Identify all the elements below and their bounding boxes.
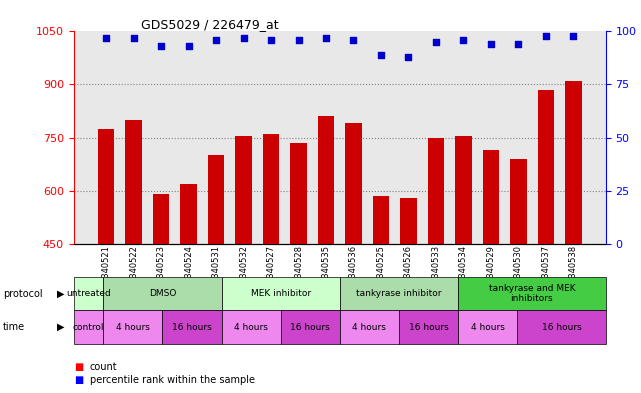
Bar	[538, 90, 554, 244]
Text: ■: ■	[74, 375, 83, 386]
Text: 16 hours: 16 hours	[542, 323, 581, 332]
Bar	[455, 136, 472, 244]
Point	[513, 41, 524, 47]
Point	[458, 37, 469, 43]
Bar	[372, 196, 389, 244]
Text: 4 hours: 4 hours	[353, 323, 387, 332]
Point	[431, 39, 441, 45]
Point	[321, 35, 331, 41]
Bar	[318, 116, 334, 244]
Point	[211, 37, 221, 43]
Text: ▶: ▶	[57, 322, 65, 332]
Point	[238, 35, 249, 41]
Text: 4 hours: 4 hours	[234, 323, 268, 332]
Point	[348, 37, 358, 43]
Text: untreated: untreated	[66, 289, 111, 298]
Point	[128, 35, 138, 41]
Point	[294, 37, 304, 43]
Bar	[208, 155, 224, 244]
Point	[156, 43, 166, 50]
Bar	[180, 184, 197, 244]
Text: 4 hours: 4 hours	[470, 323, 504, 332]
Text: percentile rank within the sample: percentile rank within the sample	[90, 375, 254, 386]
Bar	[483, 150, 499, 244]
Bar	[400, 198, 417, 244]
Text: 16 hours: 16 hours	[172, 323, 212, 332]
Text: tankyrase and MEK
inhibitors: tankyrase and MEK inhibitors	[488, 284, 575, 303]
Point	[568, 33, 578, 39]
Text: 16 hours: 16 hours	[408, 323, 448, 332]
Point	[376, 51, 386, 58]
Bar	[345, 123, 362, 244]
Text: control: control	[72, 323, 104, 332]
Bar	[235, 136, 252, 244]
Point	[486, 41, 496, 47]
Bar	[290, 143, 307, 244]
Text: ■: ■	[74, 362, 83, 373]
Point	[266, 37, 276, 43]
Text: count: count	[90, 362, 117, 373]
Text: GDS5029 / 226479_at: GDS5029 / 226479_at	[141, 18, 279, 31]
Bar	[263, 134, 279, 244]
Point	[183, 43, 194, 50]
Point	[101, 35, 112, 41]
Text: 4 hours: 4 hours	[116, 323, 150, 332]
Bar	[153, 194, 169, 244]
Bar	[98, 129, 114, 244]
Bar	[428, 138, 444, 244]
Point	[403, 54, 413, 60]
Bar	[126, 120, 142, 244]
Point	[541, 33, 551, 39]
Text: time: time	[3, 322, 26, 332]
Bar	[565, 81, 581, 244]
Text: tankyrase inhibitor: tankyrase inhibitor	[356, 289, 442, 298]
Text: MEK inhibitor: MEK inhibitor	[251, 289, 311, 298]
Text: ▶: ▶	[57, 289, 65, 299]
Text: protocol: protocol	[3, 289, 43, 299]
Text: DMSO: DMSO	[149, 289, 176, 298]
Bar	[510, 159, 527, 244]
Text: 16 hours: 16 hours	[290, 323, 330, 332]
